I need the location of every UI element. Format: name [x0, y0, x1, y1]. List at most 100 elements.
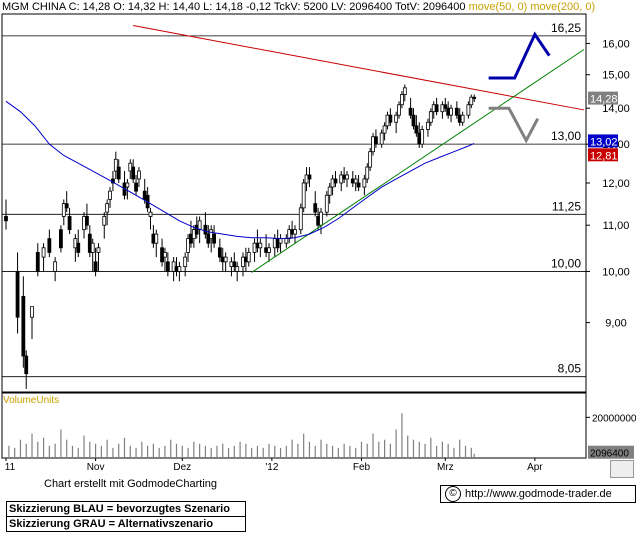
candle-body [108, 190, 112, 200]
price-tick-label: 16,00 [602, 38, 630, 50]
quote-line: C: 14,28 O: 14,32 H: 14,40 L: 14,18 -0,1… [68, 1, 466, 13]
candle-body [379, 132, 384, 145]
candle-body [402, 87, 407, 95]
candle-body [90, 242, 95, 253]
candle-body [414, 125, 419, 134]
last-price-badge-label: 14,28 [590, 94, 618, 106]
candle-body [466, 104, 471, 116]
price-badges: 14,28 13,02 12,81 [588, 91, 618, 162]
candle-body [61, 203, 66, 217]
candle-body [301, 182, 306, 209]
candle-body [15, 271, 20, 318]
candle-body [4, 216, 8, 222]
candle-body [365, 166, 370, 180]
candle-body [47, 238, 52, 253]
horizontal-levels: 16,25 13,00 11,25 10,00 8,05 [2, 21, 586, 378]
candle-body [327, 186, 332, 196]
time-tick-label: Mrz [437, 462, 454, 473]
candle-body [203, 224, 208, 235]
time-tick-label: Apr [527, 462, 543, 473]
candle-body [333, 178, 338, 184]
chart-credit: Chart erstellt mit GodmodeCharting [44, 478, 218, 490]
candle-body [345, 174, 349, 180]
volume-panel-title: VolumeUnits [3, 395, 60, 406]
scenario-blue-path [488, 31, 551, 80]
candle-body [428, 111, 433, 123]
candle-body [137, 170, 141, 180]
ma200-badge-label: 12,81 [590, 150, 618, 162]
volume-last-badge-label: 2096400 [590, 449, 629, 460]
level-label: 10,00 [551, 256, 581, 270]
volume-panel-frame [1, 392, 587, 459]
candle-body [258, 242, 263, 249]
candle-body [134, 182, 138, 192]
candle-body [408, 107, 413, 116]
price-tick-label: 10,00 [602, 266, 630, 278]
candle-body [165, 261, 170, 272]
candle-body [217, 247, 222, 258]
candle-body [177, 266, 182, 272]
candle-body [368, 151, 373, 168]
candle-body [374, 136, 378, 145]
price-tick-label: 9,00 [605, 318, 626, 330]
candle-body [356, 182, 361, 188]
candle-body [116, 166, 121, 180]
indicator-lines [5, 25, 585, 273]
candle-body [59, 229, 63, 249]
candle-body [472, 96, 477, 99]
candle-body [397, 104, 401, 116]
candle-body [154, 233, 159, 244]
candle-body [420, 129, 425, 145]
candle-body [186, 238, 190, 253]
candle-body [113, 158, 118, 172]
corner-widget[interactable] [610, 460, 634, 478]
time-tick-label: '12 [265, 462, 278, 473]
price-tick-label: 15,00 [602, 70, 630, 82]
candle-body [313, 203, 318, 213]
level-label: 11,25 [552, 199, 581, 213]
candle-body [93, 261, 98, 272]
candle-body [324, 194, 329, 213]
candle-body [53, 261, 58, 272]
candle-body [293, 229, 297, 235]
candle-body [41, 247, 46, 258]
ma50-line [5, 100, 475, 240]
candle-body [469, 96, 474, 106]
source-url-box[interactable]: © http://www.godmode-trader.de [440, 485, 636, 503]
last-price-badge-bg [588, 91, 618, 105]
candle-body [307, 174, 312, 180]
candle-body [460, 114, 465, 123]
candle-body [30, 306, 34, 318]
candle-body [382, 125, 387, 134]
level-label: 16,25 [551, 21, 581, 35]
price-tick-label: 12,00 [602, 178, 630, 190]
resistance-trendline [133, 25, 585, 111]
price-tick-label: 14,00 [602, 103, 630, 115]
level-label: 13,00 [551, 129, 581, 143]
support-trendline [251, 49, 585, 273]
candle-body [411, 114, 416, 127]
candle-body [131, 166, 136, 180]
candle-body [85, 216, 89, 226]
candle-body [278, 238, 283, 244]
symbol-name: MGM CHINA [2, 1, 66, 13]
candle-body [449, 107, 453, 116]
candle-body [21, 295, 26, 357]
candle-body [284, 238, 289, 244]
source-url[interactable]: http://www.godmode-trader.de [465, 488, 612, 500]
candle-body [24, 355, 29, 375]
candle-body [223, 256, 228, 263]
time-tick-label: Dez [173, 462, 191, 473]
candle-body [443, 104, 448, 109]
time-tick-label: Nov [87, 462, 105, 473]
candle-body [319, 211, 323, 226]
candle-body [267, 247, 271, 253]
candle-body [400, 94, 404, 106]
time-tick-label: Feb [353, 462, 371, 473]
candle-body [362, 178, 367, 188]
price-panel-frame [1, 13, 587, 393]
copyright-icon: © [445, 486, 461, 502]
ma200-line [466, 151, 475, 152]
